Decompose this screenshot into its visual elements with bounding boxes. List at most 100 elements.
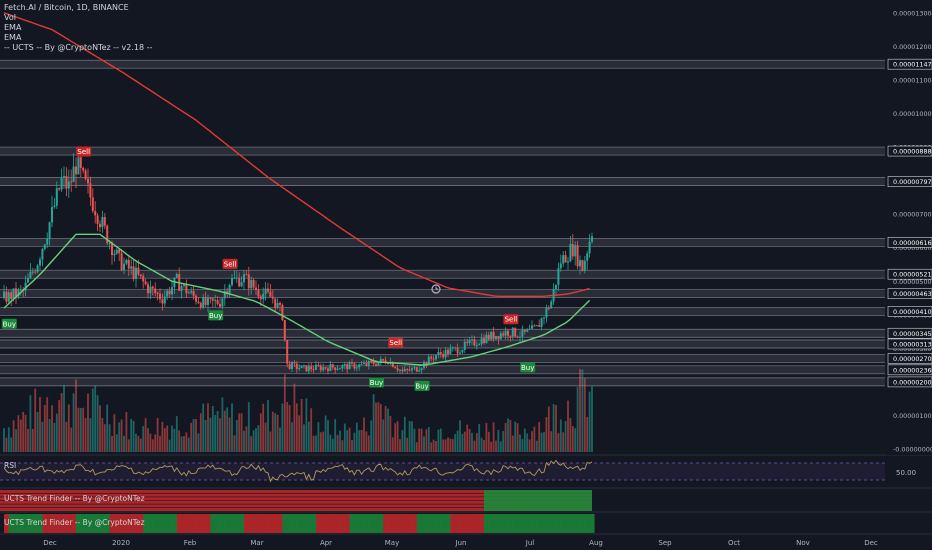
volume-bar	[51, 405, 53, 452]
candle-body	[351, 362, 353, 364]
trend-pane-2-label[interactable]: UCTS Trend Finder -- By @CryptoNTez	[4, 518, 145, 527]
legend-vol[interactable]: Vol	[4, 13, 16, 22]
legend-ema-2[interactable]: EMA	[4, 33, 22, 42]
trend-row-2	[368, 514, 374, 533]
candle-body	[495, 336, 497, 340]
rsi-pane-label[interactable]: RSI	[4, 461, 17, 470]
volume-bar	[267, 400, 269, 452]
trend-row-2	[205, 514, 211, 533]
buy-signal	[1, 318, 17, 329]
legend-symbol[interactable]: Fetch.AI / Bitcoin, 1D, BINANCE	[4, 3, 129, 12]
volume-bar	[293, 383, 296, 452]
volume-bar	[567, 400, 569, 452]
volume-bar	[574, 428, 577, 452]
candle-body	[475, 345, 478, 347]
volume-bar	[502, 431, 505, 452]
volume-bar	[384, 406, 387, 452]
trend-row-2	[551, 514, 557, 533]
candle-body	[53, 205, 56, 207]
candle-body	[149, 286, 152, 294]
volume-bar	[240, 413, 243, 452]
candle-body	[346, 364, 349, 370]
candle-body	[250, 279, 253, 289]
candle-body	[151, 286, 154, 289]
trend-row-2	[311, 514, 317, 533]
volume-bar	[533, 426, 536, 452]
trend-row-2	[52, 514, 57, 533]
trend-row-2	[306, 514, 312, 533]
volume-bar	[555, 405, 557, 452]
volume-bar	[132, 420, 135, 452]
candle-body	[233, 277, 236, 279]
y-tick-label: 0.00000500	[893, 278, 932, 286]
legend-ucts[interactable]: -- UCTS -- By @CryptoNTez -- v2.18 --	[4, 43, 153, 52]
candle-body	[137, 267, 140, 275]
rsi-line	[3, 459, 593, 483]
x-axis: Dec 2020 Feb Mar Apr May Jun Jul Aug Sep Oct Nov Dec	[43, 539, 878, 547]
volume-bar	[334, 419, 337, 452]
candle-body	[89, 183, 92, 198]
candle-body	[99, 223, 101, 228]
trend-row-2	[109, 514, 115, 533]
candle-body	[207, 297, 209, 306]
alarm-clock-icon[interactable]	[431, 284, 441, 294]
trend-row-2	[397, 514, 403, 533]
candle-body	[367, 361, 370, 366]
trend-row-2	[546, 514, 552, 533]
zone-band	[0, 177, 885, 186]
candle-body	[75, 166, 77, 175]
volume-bar	[274, 413, 277, 452]
candle-body	[127, 259, 130, 269]
candle-body	[55, 188, 58, 206]
trade-signals: Buy Sell Buy Sell Buy Sell Buy Sell Buy	[1, 146, 536, 391]
trend-row-2	[354, 514, 360, 533]
candle-body	[192, 290, 195, 296]
candle-body	[87, 178, 89, 184]
candle-body	[559, 263, 562, 269]
signal-label: Buy	[209, 312, 222, 320]
trend-row-2	[493, 514, 499, 533]
volume-bar	[156, 418, 159, 452]
volume-bar	[19, 419, 22, 452]
volume-bar	[336, 435, 339, 452]
volume-bar	[228, 417, 231, 452]
candle-body	[214, 300, 217, 302]
trend-row-2	[407, 514, 413, 533]
volume-bar	[209, 417, 212, 452]
ema-slow-line	[3, 12, 590, 297]
volume-bar	[216, 410, 219, 452]
x-tick-label: Apr	[320, 539, 332, 547]
candle-body	[353, 363, 356, 369]
volume-bar	[478, 424, 481, 452]
price-level-tag	[887, 338, 932, 350]
price-level-tag	[887, 58, 932, 70]
volume-bar	[471, 432, 473, 452]
volume-bar	[283, 374, 286, 452]
candle-body	[315, 364, 317, 370]
volume-bar	[547, 406, 550, 452]
trend-row-1	[0, 500, 592, 504]
price-candles[interactable]	[3, 152, 593, 375]
trend-row-2	[100, 514, 105, 533]
candle-body	[329, 364, 332, 371]
price-level-tag	[887, 176, 932, 187]
candle-body	[375, 364, 377, 366]
trend-row-2	[464, 514, 470, 533]
volume-bar	[331, 438, 334, 452]
trend-row-2	[32, 514, 38, 533]
candle-body	[252, 279, 255, 288]
volume-bar	[259, 413, 262, 452]
volume-bar	[288, 404, 291, 452]
candle-body	[209, 297, 212, 299]
trend-pane-1-label[interactable]: UCTS Trend Finder -- By @CryptoNTez	[4, 494, 145, 503]
volume-bar	[583, 378, 586, 452]
volume-bar	[499, 441, 502, 452]
volume-bar	[183, 436, 185, 452]
legend-ema-1[interactable]: EMA	[4, 23, 22, 32]
volume-bar	[22, 411, 25, 452]
trend-row-2	[320, 514, 326, 533]
volume-bar	[425, 429, 428, 452]
trend-row-2	[229, 514, 235, 533]
trend-row-2	[392, 514, 398, 533]
